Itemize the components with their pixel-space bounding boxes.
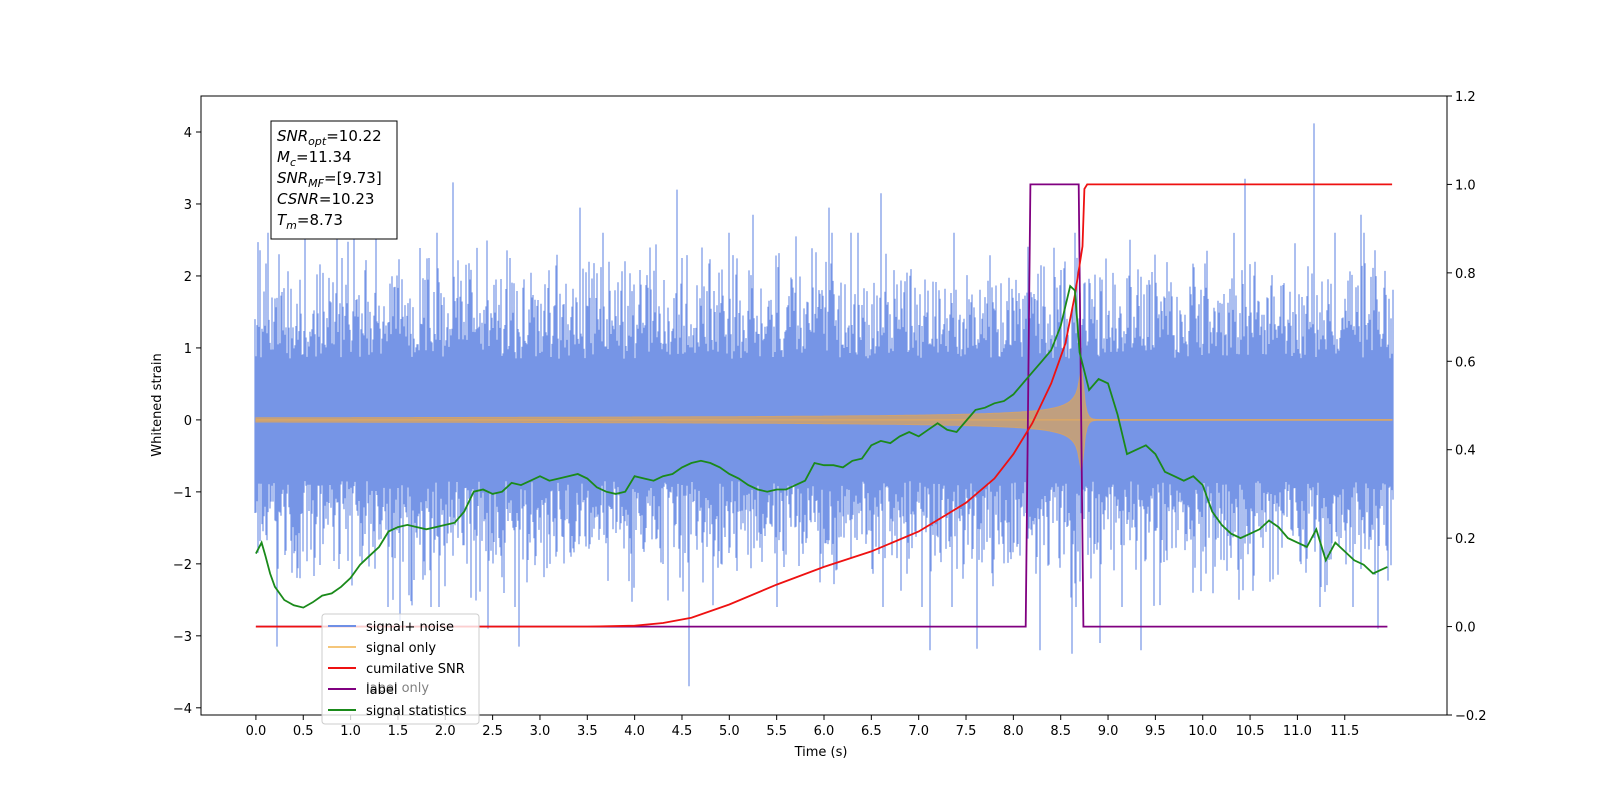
y-left-tick-label: 4: [184, 126, 192, 141]
y-left-tick-label: 0: [184, 414, 192, 429]
y-axis-label: Whitened strain: [150, 353, 165, 456]
x-tick-label: 10.5: [1236, 724, 1265, 739]
x-tick-label: 7.0: [908, 724, 929, 739]
x-axis: 0.0 0.5 1.0 1.5 2.0 2.5 3.0 3.5 4.0 4.5 5.0 5.5 6.0 6…: [246, 715, 1359, 739]
y-right-tick-label: 0.6: [1455, 355, 1476, 370]
y-right-tick-label: 0.4: [1455, 444, 1476, 459]
x-tick-label: 0.5: [293, 724, 314, 739]
annotation-box: SNRopt=10.22Mc=11.34SNRMF=[9.73]CSNR=10.…: [270, 120, 398, 240]
x-tick-label: 1.0: [340, 724, 361, 739]
x-tick-label: 11.0: [1283, 724, 1312, 739]
signal-statistics-line: [255, 284, 1388, 609]
x-axis-label: Time (s): [794, 745, 848, 760]
x-tick-label: 10.0: [1188, 724, 1217, 739]
annotation-line: SNRMF=[9.73]: [277, 169, 382, 190]
legend-ghost-text: label only: [366, 681, 429, 696]
x-tick-label: 9.5: [1145, 724, 1166, 739]
y-right-tick-label: 1.0: [1455, 178, 1476, 193]
x-tick-label: 8.0: [1003, 724, 1024, 739]
right-axis-series: [255, 183, 1393, 628]
x-tick-label: 3.0: [530, 724, 551, 739]
x-tick-label: 2.0: [435, 724, 456, 739]
y-left-tick-label: 2: [184, 270, 192, 285]
annotation-line: SNRopt=10.22: [277, 127, 382, 148]
x-tick-label: 4.5: [672, 724, 693, 739]
x-tick-label: 9.0: [1098, 724, 1119, 739]
annotation-line: CSNR=10.23: [277, 190, 374, 208]
legend-entry: label: [366, 683, 397, 698]
y-right-tick-label: 0.2: [1455, 532, 1476, 547]
legend-frame: [321, 613, 480, 725]
annotation-frame: [270, 120, 398, 240]
x-tick-label: 6.5: [861, 724, 882, 739]
x-tick-label: 3.5: [577, 724, 598, 739]
x-tick-label: 1.5: [388, 724, 409, 739]
x-tick-label: 4.0: [624, 724, 645, 739]
y-right-tick-label: 0.8: [1455, 267, 1476, 282]
y-left-tick-label: −1: [173, 486, 192, 501]
legend-entry: signal statistics: [366, 704, 467, 719]
series-signal-only: [255, 368, 1393, 472]
x-tick-label: 2.5: [482, 724, 503, 739]
y-left-tick-label: −2: [173, 558, 192, 573]
y-right-tick-label: −0.2: [1455, 709, 1487, 724]
x-tick-label: 7.5: [956, 724, 977, 739]
legend-entry: signal only: [366, 641, 436, 656]
y-left-tick-label: −3: [173, 630, 192, 645]
y-left-tick-label: 1: [184, 342, 192, 357]
x-tick-label: 11.5: [1330, 724, 1359, 739]
x-tick-label: 5.0: [719, 724, 740, 739]
x-tick-label: 5.5: [766, 724, 787, 739]
label-line: [255, 183, 1388, 628]
y-axis-left: −4 −3 −2 −1 0 1 2 3 4: [173, 126, 201, 717]
x-tick-label: 8.5: [1050, 724, 1071, 739]
x-tick-label: 0.0: [246, 724, 267, 739]
legend-entry: signal+ noise: [366, 620, 454, 635]
annotation-line: Tm=8.73: [277, 211, 343, 232]
y-left-tick-label: 3: [184, 198, 192, 213]
y-left-tick-label: −4: [173, 702, 192, 717]
y-axis-right: −0.2 0.0 0.2 0.4 0.6 0.8 1.0 1.2: [1447, 90, 1487, 724]
cumilative-snr-line: [255, 183, 1393, 628]
signal-noise-line: [254, 123, 1394, 687]
annotation-line: Mc=11.34: [277, 148, 352, 169]
legend: label only signal+ noise signal only cumila…: [321, 613, 480, 725]
legend-entry: cumilative SNR: [366, 662, 465, 677]
x-tick-label: 6.0: [814, 724, 835, 739]
series-signal-noise: [254, 123, 1394, 687]
y-right-tick-label: 0.0: [1455, 621, 1476, 636]
y-right-tick-label: 1.2: [1455, 90, 1476, 105]
